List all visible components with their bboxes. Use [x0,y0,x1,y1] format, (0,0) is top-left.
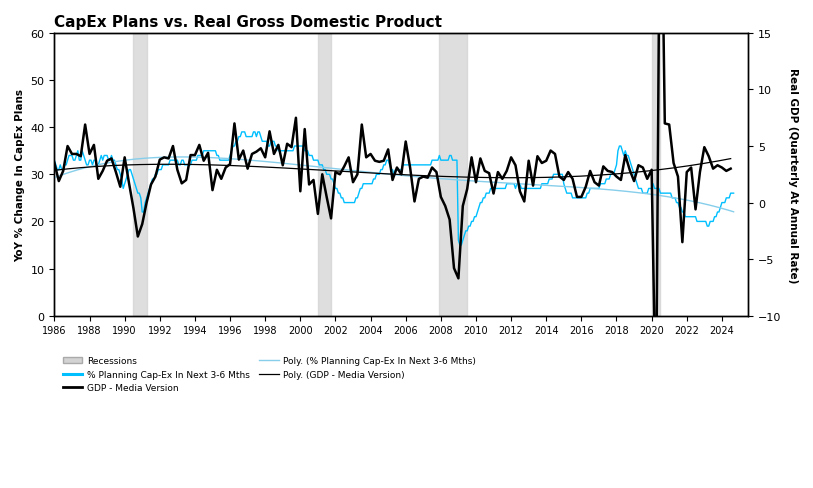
Bar [133,34,146,316]
Y-axis label: YoY % Change In CapEx Plans: YoY % Change In CapEx Plans [15,89,25,261]
Y-axis label: Real GDP (Quarterly At Annual Rate): Real GDP (Quarterly At Annual Rate) [788,67,798,283]
Bar [652,34,660,316]
Bar [318,34,331,316]
Bar [439,34,467,316]
Text: CapEx Plans vs. Real Gross Domestic Product: CapEx Plans vs. Real Gross Domestic Prod… [54,15,442,30]
Legend: Recessions, % Planning Cap-Ex In Next 3-6 Mths, GDP - Media Version, Poly. (% Pl: Recessions, % Planning Cap-Ex In Next 3-… [59,353,480,396]
